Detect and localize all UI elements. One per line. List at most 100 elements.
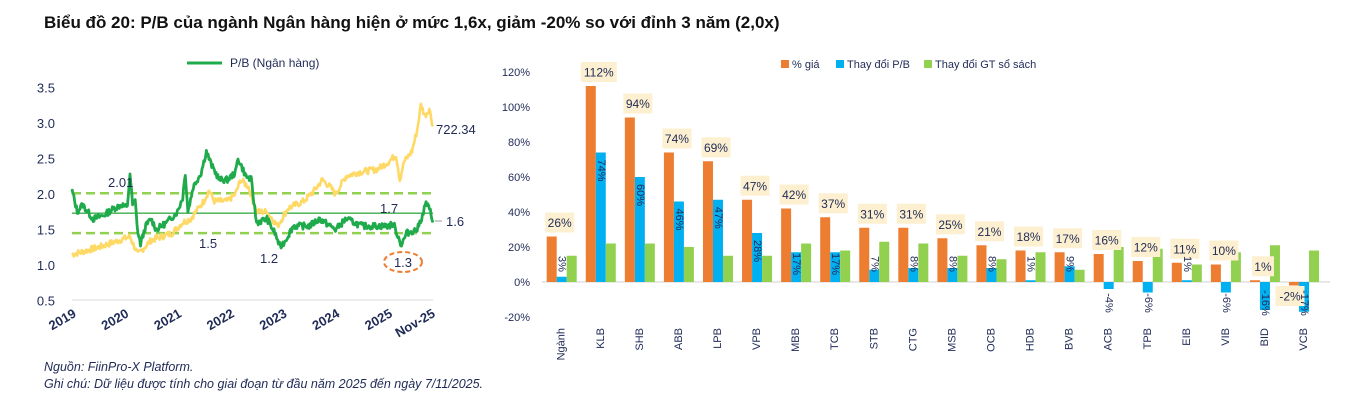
price-label-box [701, 137, 731, 158]
bar-book [762, 255, 773, 282]
bar-price [1132, 261, 1143, 282]
bar-pb [1025, 280, 1036, 282]
bar-book [605, 243, 616, 282]
price-data-label: 1% [1254, 260, 1272, 274]
x-tick-label: 2023 [257, 306, 290, 333]
bar-price [859, 227, 870, 282]
annotation-max: 2.01 [108, 175, 133, 190]
price-data-label: 94% [626, 97, 650, 111]
price-label-box [623, 93, 653, 114]
pb-data-label: 8% [907, 256, 919, 272]
bar-price [585, 86, 596, 282]
bar-price [976, 245, 987, 282]
pb-data-label: 8% [946, 256, 958, 272]
y-tick-label: 3.0 [37, 116, 55, 131]
category-label: LPB [712, 328, 724, 349]
bar-price [624, 117, 635, 282]
bar-price [1093, 254, 1104, 282]
price-label-box [1131, 237, 1161, 257]
bar-book [1191, 264, 1202, 282]
category-label: ACB [1103, 328, 1115, 351]
price-data-label: 25% [938, 218, 962, 232]
pb-data-label: -17% [1298, 290, 1310, 316]
category-label: KLB [595, 328, 607, 349]
legend-swatch [924, 60, 932, 68]
bar-price [1289, 282, 1300, 286]
price-data-label: 12% [1134, 241, 1158, 255]
bar-pb [869, 269, 880, 282]
price-data-label: 26% [548, 216, 572, 230]
category-label: Ngành [556, 328, 568, 360]
y-tick-label: 100% [502, 102, 530, 114]
price-label-box [857, 203, 887, 224]
bar-book [683, 247, 694, 282]
bar-pb [830, 252, 841, 282]
y-tick-label: 2.5 [37, 151, 55, 166]
index-end-label: 722.34 [436, 122, 476, 137]
category-label: ABB [673, 328, 685, 350]
price-label-box [1209, 240, 1239, 261]
category-label: CTG [907, 328, 919, 351]
bar-price [781, 208, 792, 282]
annotation-min-band: 1.5 [199, 236, 217, 251]
legend-label: % giá [792, 59, 820, 71]
bar-price [702, 161, 713, 282]
bar-book [1035, 252, 1046, 282]
y-tick-label: 120% [502, 67, 530, 79]
annotation-low-2022: 1.2 [260, 251, 278, 266]
y-tick-label: 20% [508, 242, 530, 254]
price-label-box [1014, 226, 1044, 247]
category-label: TCB [829, 328, 841, 350]
y-tick-label: -20% [504, 312, 530, 324]
source-note: Nguồn: FiinPro-X Platform. [44, 360, 194, 374]
price-data-label: 74% [665, 132, 689, 146]
y-tick-label: 0.5 [37, 294, 55, 309]
bar-pb [1142, 282, 1153, 293]
price-label-box [580, 62, 617, 82]
legend-label: Thay đổi P/B [847, 59, 910, 71]
y-tick-label: 0% [514, 277, 530, 289]
pb-data-label: 1% [1025, 256, 1037, 272]
highlight-ellipse [383, 251, 423, 273]
category-label: MBB [790, 328, 802, 352]
price-data-label: 31% [899, 207, 923, 221]
bar-book [1309, 250, 1320, 282]
price-data-label: 69% [704, 141, 728, 155]
price-label-box [818, 193, 848, 214]
price-label-box [779, 184, 809, 205]
bar-price [1054, 252, 1065, 282]
bar-book [1113, 247, 1124, 282]
bar-book [644, 243, 655, 282]
x-tick-label: 2021 [151, 306, 184, 333]
chart-title: Biểu đồ 20: P/B của ngành Ngân hàng hiện… [44, 13, 780, 32]
price-data-label: 10% [1212, 244, 1236, 258]
annotation-mean: 1.7 [380, 201, 398, 216]
price-data-label: 112% [584, 66, 614, 80]
y-tick-label: 60% [508, 172, 530, 184]
bar-book [879, 241, 890, 282]
bar-price [742, 199, 753, 282]
legend-swatch [836, 60, 844, 68]
pb-data-label: 9% [1064, 256, 1076, 272]
x-tick-label: 2022 [204, 306, 237, 333]
bar-pb [1064, 266, 1075, 282]
y-tick-label: 1.0 [37, 258, 55, 273]
x-tick-label: 2025 [362, 306, 395, 333]
bar-price [1210, 264, 1221, 282]
category-label: HDB [1025, 328, 1037, 351]
bar-price [820, 217, 831, 282]
bar-price [1171, 262, 1182, 282]
bar-book [566, 255, 577, 282]
category-label: VIB [1220, 328, 1232, 346]
price-label-box [662, 128, 692, 149]
pb-data-label: -16% [1259, 290, 1271, 316]
category-label: VCB [1298, 328, 1310, 351]
price-data-label: 17% [1056, 232, 1080, 246]
x-tick-label: 2020 [99, 306, 132, 333]
legend-label: Thay đổi GT sổ sách [935, 59, 1036, 71]
bar-pb [556, 276, 567, 282]
y-tick-label: 80% [508, 137, 530, 149]
legend-swatch [781, 60, 789, 68]
price-data-label: 47% [743, 179, 767, 193]
y-tick-label: 2.0 [37, 187, 55, 202]
